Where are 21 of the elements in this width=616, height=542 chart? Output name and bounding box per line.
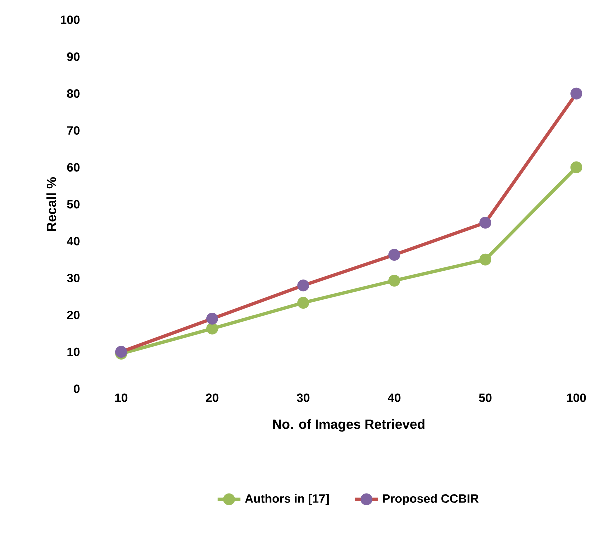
y-axis-title: Recall % xyxy=(46,177,56,232)
x-tick-label: 50 xyxy=(479,394,492,402)
y-tick-label: 90 xyxy=(67,52,80,62)
y-tick-label: 20 xyxy=(67,310,80,320)
y-tick-label: 0 xyxy=(74,384,80,394)
y-tick-label: 60 xyxy=(67,163,80,172)
x-tick-label: 30 xyxy=(297,394,310,402)
x-tick-label: 10 xyxy=(115,394,128,402)
x-tick-label: 20 xyxy=(206,394,219,402)
y-tick-label: 50 xyxy=(67,200,80,209)
y-tick-label: 30 xyxy=(67,274,80,283)
x-axis-title: No. of Images Retrieved xyxy=(273,419,425,432)
y-tick-label: 10 xyxy=(68,348,80,356)
legend-label: Authors in [17] xyxy=(245,494,329,506)
y-tick-label: 70 xyxy=(67,126,80,135)
x-tick-label: 40 xyxy=(388,394,401,402)
x-tick-label: 100 xyxy=(567,394,586,402)
y-tick-label: 40 xyxy=(67,237,80,246)
y-tick-label: 80 xyxy=(67,90,80,98)
legend-label: Proposed CCBIR xyxy=(383,494,479,506)
y-tick-label: 100 xyxy=(61,16,80,24)
